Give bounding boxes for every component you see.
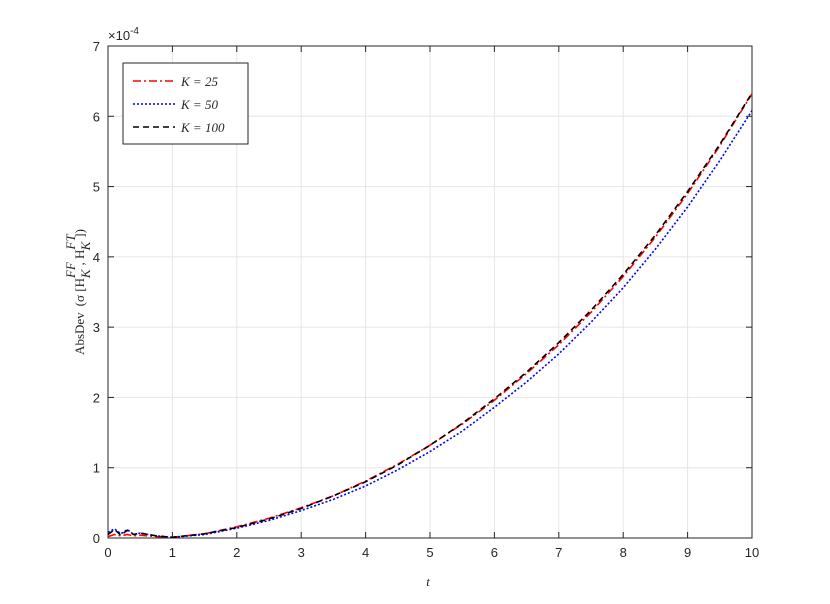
x-tick-label: 5 (426, 545, 433, 560)
y-axis-label: AbsDev(σ [HFFK, HFTK]) (63, 229, 93, 355)
axes-box (107, 45, 753, 539)
x-tick-label: 4 (362, 545, 369, 560)
x-tick-label: 8 (620, 545, 627, 560)
multiplier-exponent: -4 (130, 26, 139, 37)
x-axis-label: t (426, 574, 430, 589)
series-line (107, 92, 753, 539)
y-label-part: (σ [H (72, 278, 87, 306)
y-multiplier: ×10-4 (108, 26, 139, 43)
y-tick-label: 1 (93, 461, 100, 476)
x-tick-label: 1 (169, 545, 176, 560)
y-label-sub: K (78, 240, 93, 251)
x-tick-label: 7 (555, 545, 562, 560)
y-tick-label: 2 (93, 390, 100, 405)
legend-label: K = 50 (180, 97, 218, 112)
legend-box (122, 62, 249, 145)
y-label-sup: FT (63, 234, 78, 251)
y-tick-label: 0 (93, 531, 100, 546)
y-tick-label: 3 (93, 320, 100, 335)
legend-label: K = 25 (180, 74, 218, 89)
x-tick-label: 2 (233, 545, 240, 560)
x-tick-label: 3 (298, 545, 305, 560)
y-tick-label: 6 (93, 109, 100, 124)
y-tick-label: 5 (93, 180, 100, 195)
legend-label: K = 100 (180, 120, 225, 135)
x-tick-label: 9 (684, 545, 691, 560)
x-tick-label: 0 (104, 545, 111, 560)
y-label-sub: K (78, 268, 93, 279)
y-label-sup: FF (63, 261, 78, 279)
y-tick-label: 7 (93, 39, 100, 54)
multiplier-base: ×10 (108, 28, 130, 43)
series-line (107, 93, 753, 539)
x-tick-label: 10 (745, 545, 759, 560)
y-tick-label: 4 (93, 250, 100, 265)
y-label-part: ]) (72, 229, 87, 238)
y-label-part: AbsDev (72, 312, 87, 355)
x-tick-label: 6 (491, 545, 498, 560)
y-label-part: , H (72, 250, 87, 266)
